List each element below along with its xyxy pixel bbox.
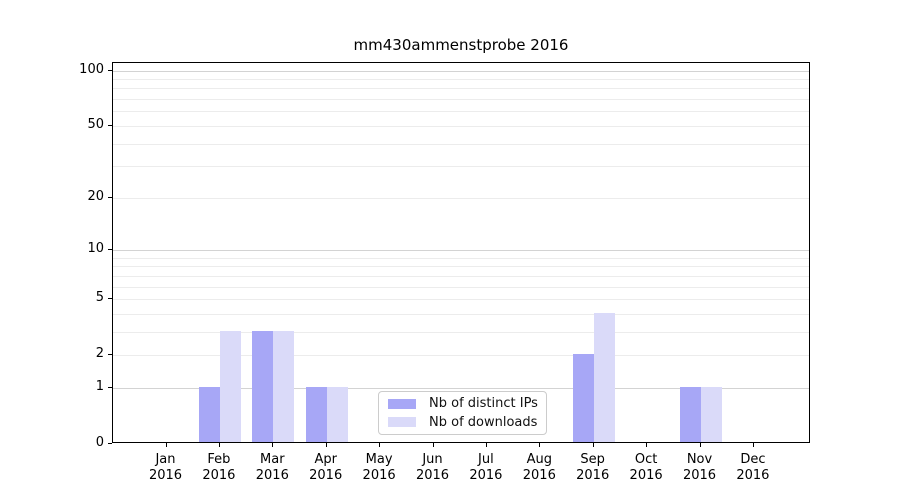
minor-gridline bbox=[113, 111, 809, 113]
y-axis-tick-label: 2 bbox=[95, 346, 104, 362]
bar-distinct-ips bbox=[679, 386, 701, 442]
y-axis-tick-label: 10 bbox=[87, 241, 104, 256]
major-gridline bbox=[113, 387, 809, 389]
y-axis-tick-label: 0 bbox=[95, 435, 104, 450]
minor-gridline bbox=[113, 143, 809, 145]
y-axis-tick bbox=[108, 386, 112, 388]
x-axis-tick bbox=[699, 443, 701, 447]
x-axis-tick bbox=[432, 443, 434, 447]
bar-distinct-ips bbox=[572, 354, 594, 442]
minor-gridline bbox=[113, 166, 809, 168]
major-gridline bbox=[113, 250, 809, 251]
x-axis-tick bbox=[752, 443, 754, 447]
y-axis-tick bbox=[108, 196, 112, 198]
minor-gridline bbox=[113, 286, 809, 288]
minor-gridline bbox=[113, 79, 809, 81]
minor-gridline bbox=[113, 266, 809, 268]
x-axis-tick bbox=[539, 443, 541, 447]
x-axis-tick-label: Sep 2016 bbox=[576, 452, 610, 483]
major-gridline bbox=[113, 70, 809, 72]
legend-label-downloads: Nb of downloads bbox=[429, 414, 538, 430]
y-axis-tick bbox=[108, 69, 112, 71]
y-axis-tick-label: 5 bbox=[95, 290, 104, 306]
x-axis-tick-label: Jun 2016 bbox=[415, 452, 450, 483]
bar-distinct-ips bbox=[252, 330, 274, 442]
minor-gridline bbox=[113, 257, 809, 259]
y-axis-tick-label: 50 bbox=[87, 116, 104, 132]
x-axis-tick bbox=[165, 443, 167, 447]
x-axis-tick bbox=[272, 443, 274, 447]
bar-distinct-ips bbox=[198, 386, 220, 442]
minor-gridline bbox=[113, 125, 809, 127]
minor-gridline bbox=[113, 331, 809, 333]
x-axis-tick-label: May 2016 bbox=[362, 452, 396, 483]
legend-item-downloads: Nb of downloads bbox=[388, 415, 537, 431]
legend-swatch-distinct-ips bbox=[388, 398, 416, 409]
x-axis-tick bbox=[379, 443, 381, 447]
bar-downloads bbox=[273, 330, 295, 442]
bar-downloads bbox=[219, 330, 241, 442]
minor-gridline bbox=[113, 88, 809, 90]
y-axis-tick-label: 20 bbox=[87, 188, 104, 204]
bar-distinct-ips bbox=[305, 386, 327, 442]
x-axis-tick bbox=[485, 443, 487, 447]
x-axis-tick bbox=[325, 443, 327, 447]
x-axis-tick-label: Jan 2016 bbox=[148, 452, 183, 483]
bar-downloads bbox=[326, 386, 348, 442]
minor-gridline bbox=[113, 99, 809, 101]
y-axis-tick-label: 100 bbox=[79, 61, 104, 77]
x-axis-tick-label: Feb 2016 bbox=[202, 452, 236, 483]
minor-gridline bbox=[113, 197, 809, 199]
x-axis-tick-label: Oct 2016 bbox=[629, 452, 663, 483]
x-axis-tick-label: Dec 2016 bbox=[736, 452, 770, 483]
legend-swatch-downloads bbox=[388, 417, 416, 428]
y-axis-tick bbox=[108, 443, 112, 444]
x-axis-tick-label: Aug 2016 bbox=[522, 452, 556, 483]
x-axis-tick-label: Nov 2016 bbox=[682, 452, 717, 483]
x-axis-tick bbox=[646, 443, 648, 447]
y-axis-tick bbox=[108, 354, 112, 356]
legend-label-distinct-ips: Nb of distinct IPs bbox=[429, 396, 538, 412]
minor-gridline bbox=[113, 299, 809, 301]
x-axis-tick-label: Apr 2016 bbox=[309, 452, 343, 483]
legend: Nb of distinct IPs Nb of downloads bbox=[378, 391, 547, 435]
minor-gridline bbox=[113, 275, 809, 277]
x-axis-tick-label: Jul 2016 bbox=[469, 452, 503, 483]
y-axis-tick bbox=[108, 124, 112, 126]
y-axis-tick bbox=[108, 249, 112, 250]
plot-area bbox=[112, 62, 810, 443]
minor-gridline bbox=[113, 313, 809, 315]
legend-item-distinct-ips: Nb of distinct IPs bbox=[388, 396, 538, 412]
bar-downloads bbox=[700, 386, 722, 442]
y-axis-tick bbox=[108, 298, 112, 300]
x-axis-tick bbox=[218, 443, 220, 447]
x-axis-tick bbox=[592, 443, 594, 447]
x-axis-tick-label: Mar 2016 bbox=[255, 452, 289, 483]
minor-gridline bbox=[113, 355, 809, 357]
chart-title: mm430ammenstprobe 2016 bbox=[353, 36, 569, 54]
bar-downloads bbox=[593, 312, 615, 442]
y-axis-tick-label: 1 bbox=[95, 378, 104, 394]
